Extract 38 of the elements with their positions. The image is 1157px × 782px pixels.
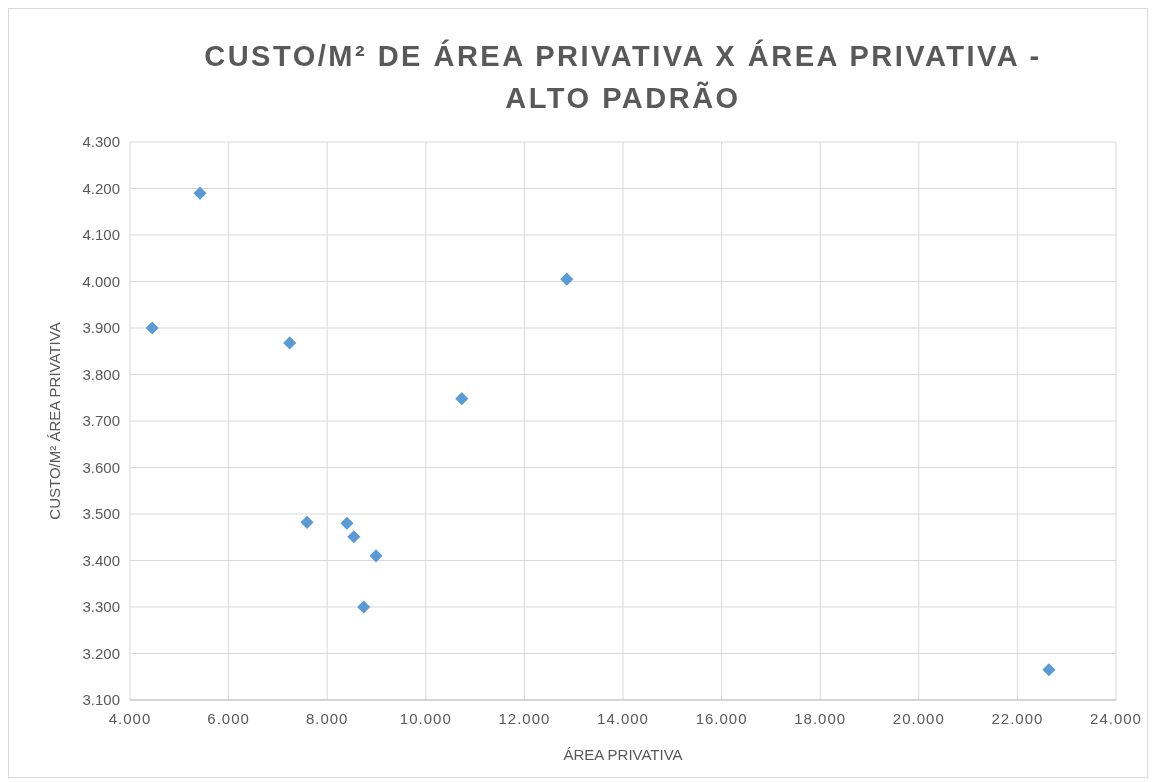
x-tick-label: 20.000	[892, 710, 945, 727]
y-tick-label: 4.300	[82, 133, 120, 150]
point	[145, 321, 159, 335]
point	[300, 515, 314, 529]
x-axis-title: ÁREA PRIVATIVA	[563, 746, 683, 763]
point	[560, 272, 574, 286]
x-tick-label: 14.000	[597, 710, 649, 727]
point	[455, 392, 469, 406]
x-tick-label: 12.000	[498, 710, 551, 727]
y-tick-label: 4.100	[82, 226, 120, 243]
y-axis-title: CUSTO/M² ÁREA PRIVATIVA	[46, 322, 63, 520]
y-tick-label: 3.600	[82, 458, 120, 476]
y-tick-label: 3.400	[82, 551, 120, 569]
chart-title: CUSTO/M² DE ÁREA PRIVATIVA X ÁREA PRIVATIVA - ALTO PADRÃO	[204, 39, 1042, 114]
y-tick-label: 3.500	[82, 505, 120, 522]
point	[283, 336, 297, 350]
y-tick-label: 3.300	[82, 598, 120, 615]
point	[1042, 663, 1056, 677]
point	[193, 186, 207, 200]
point	[369, 549, 383, 563]
point	[357, 600, 371, 614]
x-tick-label: 16.000	[695, 710, 748, 727]
y-tick-label: 3.100	[82, 691, 120, 708]
point	[347, 530, 361, 544]
x-tick-label: 4.000	[108, 710, 152, 727]
x-tick-label: 6.000	[207, 710, 250, 727]
point	[340, 516, 354, 530]
y-tick-label: 4.200	[82, 179, 120, 197]
x-tick-label: 8.000	[305, 710, 349, 727]
y-tick-label: 3.700	[82, 412, 120, 429]
y-tick-label: 4.000	[82, 272, 120, 290]
x-tick-label: 10.000	[399, 710, 452, 727]
x-tick-label: 24.000	[1090, 710, 1142, 727]
x-tick-label: 18.000	[794, 710, 847, 727]
y-tick-label: 3.800	[82, 365, 120, 383]
y-tick-label: 3.900	[82, 319, 120, 336]
x-tick-label: 22.000	[991, 710, 1044, 727]
y-tick-label: 3.200	[82, 644, 120, 662]
